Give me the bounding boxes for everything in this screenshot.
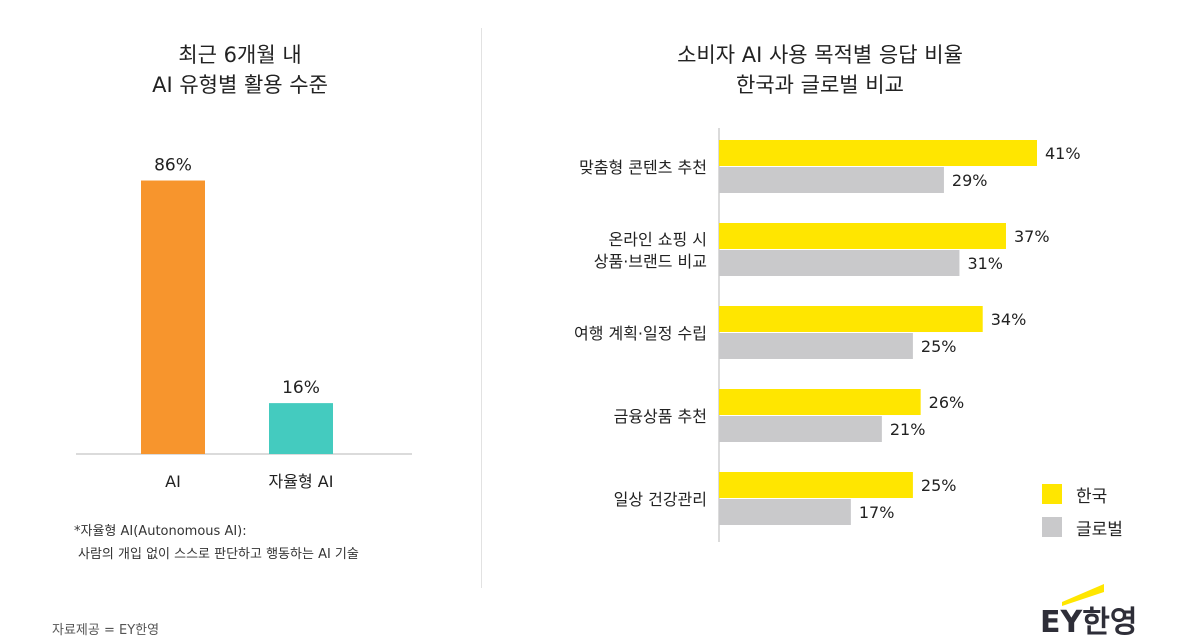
right-bar-korea (719, 472, 913, 498)
autonomous-ai-footnote-description: 사람의 개입 없이 스스로 판단하고 행동하는 AI 기술 (78, 547, 359, 562)
right-bar-value-label: 41% (1045, 144, 1081, 163)
right-category-label: 일상 건강관리 (614, 490, 707, 509)
legend-item-korea: 한국 (1042, 482, 1108, 507)
left-category-label: 자율형 AI (269, 472, 334, 491)
legend-label-global: 글로벌 (1076, 519, 1123, 540)
right-bar-value-label: 34% (991, 310, 1027, 329)
right-chart-title: 소비자 AI 사용 목적별 응답 비율 한국과 글로벌 비교 (560, 40, 1080, 100)
left-chart-title: 최근 6개월 내 AI 유형별 활용 수준 (60, 40, 420, 100)
legend-swatch-global (1042, 517, 1062, 537)
right-bar-value-label: 37% (1014, 227, 1050, 246)
right-category-label: 여행 계획·일정 수립 (574, 324, 707, 343)
right-bar-global (719, 250, 960, 276)
right-category-label: 맞춤형 콘텐츠 추천 (579, 158, 707, 177)
left-category-label: AI (165, 472, 181, 491)
left-chart-title-line: AI 유형별 활용 수준 (152, 73, 328, 97)
right-bar-value-label: 29% (952, 171, 988, 190)
right-bar-korea (719, 389, 921, 415)
right-category-label: 상품·브랜드 비교 (594, 252, 707, 271)
right-bar-value-label: 25% (921, 476, 957, 495)
right-bar-value-label: 25% (921, 337, 957, 356)
right-bar-global (719, 333, 913, 359)
right-category-label: 금융상품 추천 (614, 407, 707, 426)
right-bar-value-label: 17% (859, 503, 895, 522)
right-category-label: 온라인 쇼핑 시 (609, 230, 708, 249)
right-bar-value-label: 26% (929, 393, 965, 412)
legend-swatch-korea (1042, 484, 1062, 504)
legend-item-global: 글로벌 (1042, 515, 1123, 540)
autonomous-ai-footnote-title: *자율형 AI(Autonomous AI): (74, 524, 247, 539)
left-bar-value-label: 16% (282, 378, 320, 398)
right-chart-title-line: 한국과 글로벌 비교 (736, 73, 904, 97)
panel-divider (481, 28, 482, 588)
ey-logo-text: EY한영 (1040, 605, 1138, 640)
right-bar-korea (719, 223, 1006, 249)
left-chart-title-line: 최근 6개월 내 (178, 43, 302, 67)
right-bar-global (719, 499, 851, 525)
right-bar-global (719, 167, 944, 193)
right-bar-korea (719, 306, 983, 332)
right-bar-global (719, 416, 882, 442)
right-bar-korea (719, 140, 1037, 166)
right-bar-value-label: 21% (890, 420, 926, 439)
source-credit: 자료제공 = EY한영 (52, 623, 160, 638)
ey-logo-beam (1062, 584, 1104, 606)
left-bar-value-label: 86% (154, 156, 192, 176)
left-bar-2 (269, 403, 333, 454)
right-chart-title-line: 소비자 AI 사용 목적별 응답 비율 (677, 43, 963, 67)
legend-label-korea: 한국 (1076, 486, 1108, 507)
right-bar-value-label: 31% (967, 254, 1003, 273)
left-bar-1 (141, 180, 205, 454)
ey-logo: EY한영 (1040, 578, 1160, 638)
